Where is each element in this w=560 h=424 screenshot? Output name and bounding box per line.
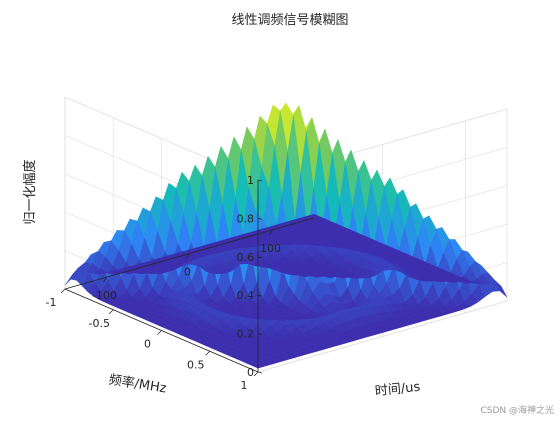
z-tick-mark xyxy=(257,256,263,259)
z-tick-mark xyxy=(257,218,263,220)
z-tick-mark xyxy=(257,333,263,335)
z-tick-label: 0.6 xyxy=(237,251,255,264)
z-tick-label: 1 xyxy=(247,174,254,187)
y-tick-label: 1 xyxy=(241,379,248,392)
surface-plot xyxy=(64,102,508,369)
x-tick-mark xyxy=(269,229,273,236)
y-tick-label: -1 xyxy=(46,296,57,309)
x-tick-label: -100 xyxy=(92,289,117,302)
axes-frame xyxy=(60,179,315,377)
x-tick-label: 100 xyxy=(260,242,281,255)
y-tick-mark xyxy=(108,309,114,315)
y-axis-label: 频率/MHz xyxy=(108,372,168,397)
y-tick-label: 0 xyxy=(144,338,151,351)
x-tick-label: 0 xyxy=(184,266,191,279)
z-tick-label: 0 xyxy=(247,366,254,379)
z-axis-label: 归一化幅度 xyxy=(22,159,38,224)
x-axis-label: 时间/us xyxy=(374,380,421,400)
y-tick-label: 0.5 xyxy=(187,358,205,371)
z-tick-label: 0.8 xyxy=(237,212,255,225)
y-tick-mark xyxy=(60,288,66,294)
surface-patch xyxy=(306,213,321,219)
y-tick-mark xyxy=(253,371,259,377)
x-tick-mark xyxy=(186,253,190,259)
z-tick-label: 0.4 xyxy=(237,289,255,302)
z-tick-label: 0.2 xyxy=(237,328,255,341)
z-tick-mark xyxy=(257,371,263,374)
x-tick-mark xyxy=(103,276,107,283)
y-tick-mark xyxy=(205,350,211,356)
z-tick-mark xyxy=(257,179,263,182)
y-tick-mark xyxy=(157,330,162,335)
z-tick-mark xyxy=(257,294,263,297)
y-tick-label: -0.5 xyxy=(89,317,110,330)
chart-title: 线性调频信号模糊图 xyxy=(231,12,348,28)
watermark: CSDN @海神之光 xyxy=(480,404,554,416)
